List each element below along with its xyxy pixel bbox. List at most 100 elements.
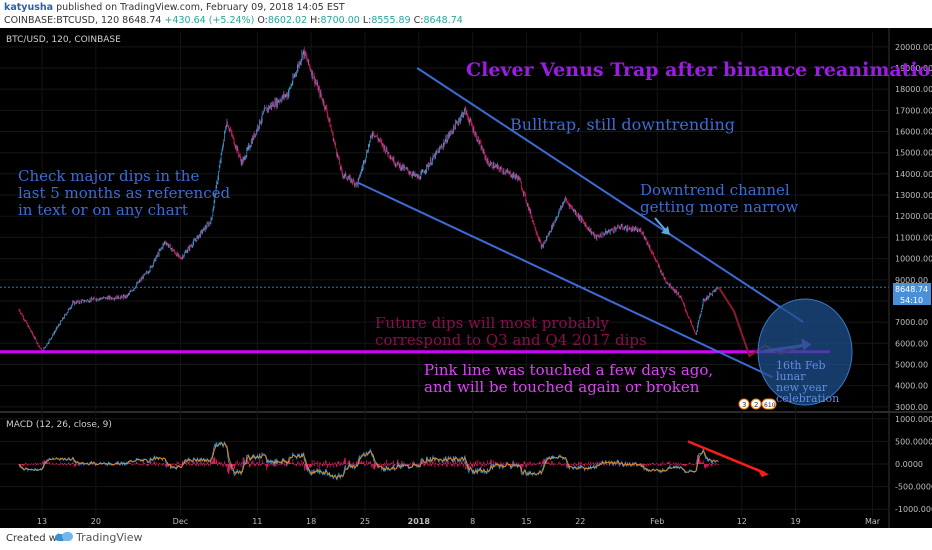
macd-histogram-bar [408,464,410,467]
candle-body [417,175,419,179]
macd-histogram-bar [434,464,436,468]
candle-body [300,59,302,62]
macd-histogram-bar [716,463,717,464]
macd-histogram-bar [518,464,520,465]
event-badges[interactable]: 3 2 610 [738,398,777,410]
candle-body [166,243,168,245]
candle-body [286,94,287,98]
candle-body [78,300,79,303]
candle-body [113,298,114,300]
candle-body [199,234,201,237]
macd-histogram-bar [253,460,255,464]
chart-svg[interactable]: 20000.0019000.0018000.0017000.0016000.00… [0,28,932,528]
macd-histogram-bar [695,463,696,465]
macd-histogram-bar [561,463,563,465]
candle-body [391,157,392,159]
candle-body [460,114,462,119]
macd-histogram-bar [697,454,699,464]
macd-histogram-bar [404,463,406,465]
candle-body [236,147,238,151]
event-badge[interactable] [761,398,777,410]
macd-histogram-bar [491,464,493,466]
macd-histogram-bar [148,464,150,465]
macd-histogram-bar [550,464,552,466]
author-link[interactable]: katyusha [4,2,54,13]
event-badge[interactable] [738,398,750,410]
macd-histogram-bar [298,464,300,465]
macd-histogram-bar [192,464,193,466]
candle-body [344,174,345,177]
macd-histogram-bar [604,463,606,464]
macd-histogram-bar [468,464,470,470]
candle-body [19,311,21,314]
candle-body [608,231,609,233]
macd-histogram-bar [301,460,303,464]
macd-histogram-bar [354,464,356,465]
candle-body [538,239,540,241]
macd-histogram-bar [395,464,397,465]
candle-body [96,298,97,301]
macd-histogram-bar [672,463,674,465]
candle-body [635,227,637,229]
macd-histogram-bar [69,464,71,466]
candle-body [648,244,649,248]
candle-body [473,127,474,131]
candle-body [209,223,211,224]
chart-area[interactable]: 20000.00 19000.00 18000.00 17000.00 16000.00… [0,28,932,528]
candle-body [94,297,95,299]
macd-histogram-bar [307,464,309,465]
macd-line [18,441,719,481]
macd-histogram-bar [440,464,442,465]
candle-body [136,283,137,286]
price-tick-label: 7000.00 [895,318,928,327]
macd-histogram-bar [188,464,190,466]
candle-body [300,61,301,65]
macd-histogram-bar [212,459,214,464]
macd-histogram-bar [419,464,420,466]
candle-body [551,225,552,232]
candle-body [669,283,671,286]
macd-histogram-bar [193,460,195,464]
candle-body [521,188,523,191]
macd-histogram-bar [713,463,715,465]
macd-histogram-bar [517,462,519,464]
macd-histogram-bar [293,463,294,464]
candle-body [149,270,150,273]
macd-histogram-bar [624,463,625,465]
macd-histogram-bar [317,464,319,468]
macd-histogram-bar [595,462,596,464]
candle-body [414,172,415,175]
candle-body [345,173,347,179]
annotation-future-1: Future dips will most probably [375,314,610,332]
macd-histogram-bar [327,464,328,468]
candle-body [503,170,505,174]
macd-histogram-bar [364,464,366,466]
candle-body [554,221,555,223]
candle-body [392,158,393,162]
macd-histogram-bar [321,464,323,465]
candle-body [625,225,627,231]
candle-body [295,73,296,76]
tradingview-link[interactable]: TradingView [55,531,142,544]
macd-histogram-bar [714,464,716,465]
event-badge[interactable] [750,398,762,410]
candle-body [425,170,427,172]
candle-body [576,212,577,216]
macd-histogram-bar [172,464,173,466]
candle-body [508,171,509,174]
candle-body [611,228,613,230]
macd-histogram-bar [206,464,207,466]
candle-body [711,293,712,295]
candle-body [200,231,201,237]
macd-histogram-bar [594,463,596,465]
candle-body [535,230,537,233]
candle-body [704,299,705,301]
candle-body [234,144,235,146]
macd-histogram-bar [128,462,129,464]
candle-body [624,227,626,229]
candle-body [670,283,671,288]
macd-histogram-bar [237,463,239,465]
candle-body [539,239,541,241]
macd-histogram-bar [359,462,361,464]
candle-body [221,150,223,154]
